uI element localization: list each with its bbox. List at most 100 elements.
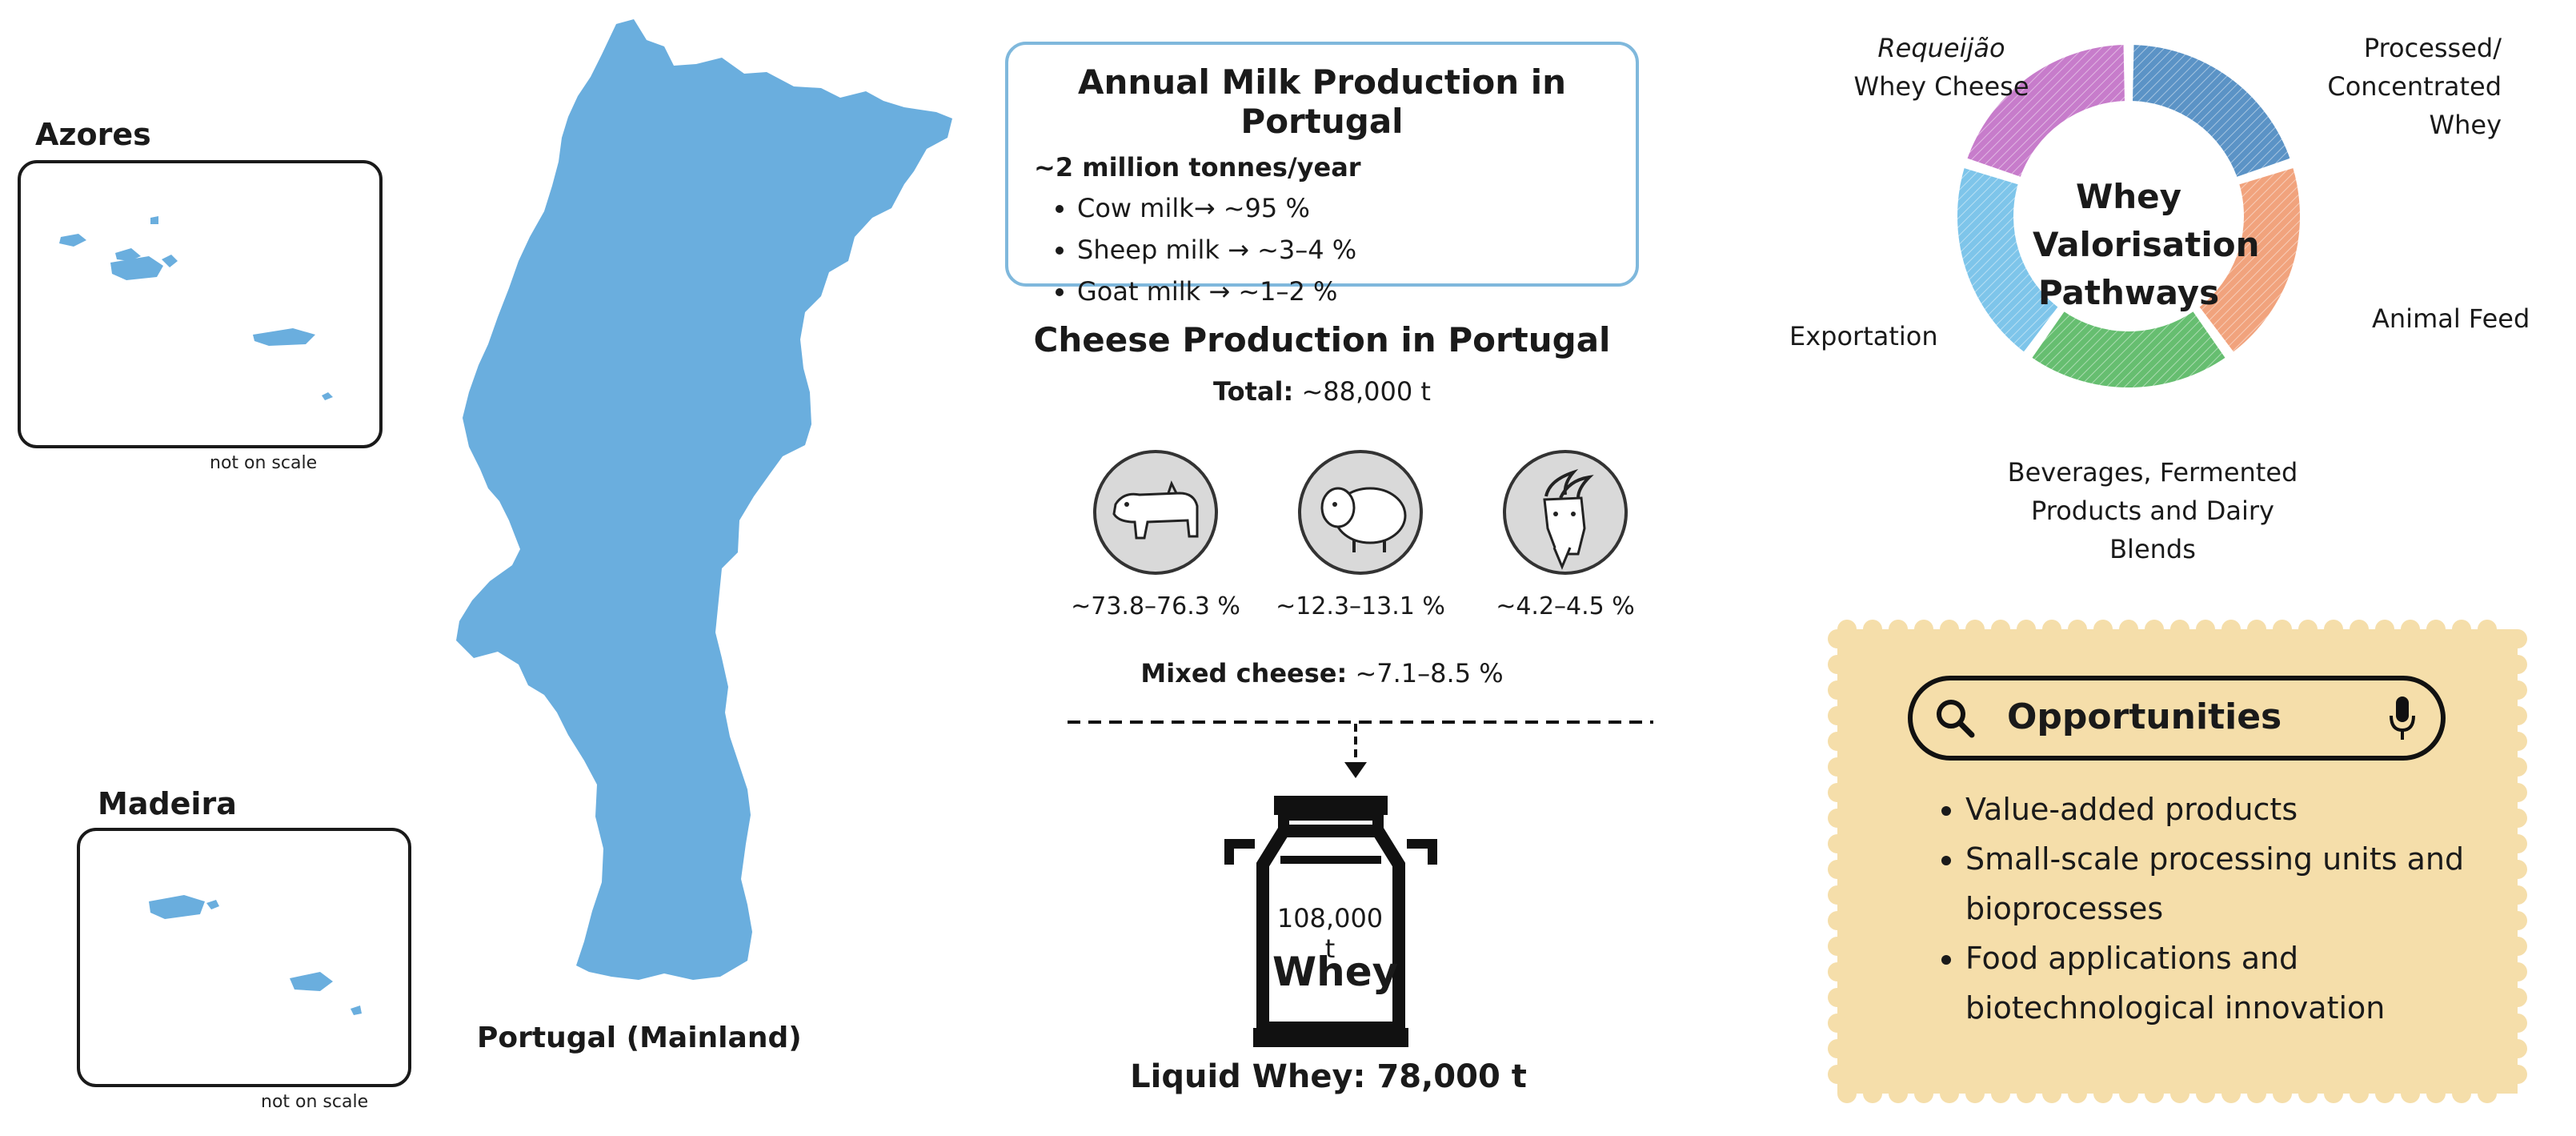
- stamp-perforation: [2508, 937, 2527, 956]
- stamp-perforation: [2119, 1084, 2138, 1103]
- list-item: Sheep milk → ~3–4 %: [1077, 229, 1610, 271]
- stamp-perforation: [2508, 962, 2527, 981]
- stamp-perforation: [1889, 1084, 1908, 1103]
- goat-icon: [1503, 450, 1628, 575]
- microphone-icon[interactable]: [2388, 695, 2417, 743]
- mixed-label: Mixed cheese:: [1140, 658, 1348, 688]
- opportunities-search-bar[interactable]: [1908, 676, 2446, 761]
- stamp-perforation: [1837, 1084, 1857, 1103]
- valorisation-donut: [1954, 42, 2303, 391]
- pathway-label-line: Whey: [2429, 110, 2502, 140]
- stamp-perforation: [2426, 620, 2446, 639]
- center-line: Valorisation: [2033, 225, 2260, 264]
- stamp-perforation: [2221, 1084, 2241, 1103]
- pathway-label-animal-feed: Animal Feed: [2372, 303, 2530, 334]
- stamp-perforation: [2401, 620, 2420, 639]
- cheese-title: Cheese Production in Portugal: [1033, 320, 1611, 359]
- stamp-perforation: [2298, 620, 2318, 639]
- stamp-perforation: [2508, 1065, 2527, 1084]
- stamp-perforation: [2452, 1084, 2471, 1103]
- stamp-perforation: [2508, 655, 2527, 674]
- stamp-perforation: [1828, 1039, 1847, 1058]
- stamp-perforation: [1828, 680, 1847, 700]
- stamp-perforation: [2247, 620, 2266, 639]
- stamp-perforation: [1828, 732, 1847, 751]
- pathway-label-processed: Processed/ Concentrated Whey: [2262, 29, 2502, 144]
- stamp-perforation: [1940, 620, 1959, 639]
- stamp-perforation: [2508, 706, 2527, 725]
- stamp-perforation: [1828, 988, 1847, 1007]
- stamp-perforation: [2508, 757, 2527, 777]
- stamp-perforation: [2350, 620, 2369, 639]
- stamp-perforation: [1889, 620, 1908, 639]
- milk-subtitle: ~2 million tonnes/year: [1034, 152, 1361, 183]
- pathway-label-text: Whey Cheese: [1853, 71, 2029, 102]
- stamp-perforation: [2350, 1084, 2369, 1103]
- stamp-perforation: [1828, 757, 1847, 777]
- stamp-perforation: [2478, 620, 2497, 639]
- stamp-perforation: [2119, 620, 2138, 639]
- stamp-perforation: [2375, 620, 2394, 639]
- cheese-total-value: ~88,000 t: [1293, 376, 1431, 407]
- stamp-perforation: [2426, 1084, 2446, 1103]
- stamp-perforation: [2508, 1039, 2527, 1058]
- portugal-mainland-map: [456, 19, 952, 980]
- stamp-perforation: [2508, 680, 2527, 700]
- segment-hatching: [1956, 166, 2061, 355]
- milk-title: Annual Milk Production in Portugal: [1077, 62, 1567, 141]
- center-line: Pathways: [2037, 273, 2220, 312]
- stamp-perforation: [1965, 1084, 1985, 1103]
- dashed-divider-arrow: [1068, 721, 1653, 778]
- stamp-perforation: [2170, 620, 2189, 639]
- azores-title: Azores: [35, 117, 151, 152]
- stamp-perforation: [2298, 1084, 2318, 1103]
- segment-hatching: [1965, 43, 2127, 179]
- stamp-perforation: [2508, 629, 2527, 648]
- stamp-perforation: [2042, 620, 2061, 639]
- cheese-total-label: Total:: [1213, 376, 1294, 407]
- stamp-perforation: [2508, 834, 2527, 853]
- stamp-perforation: [1828, 706, 1847, 725]
- stamp-perforation: [2478, 1084, 2497, 1103]
- opportunities-title: Opportunities: [2007, 696, 2282, 737]
- search-icon: [1937, 700, 1975, 738]
- stamp-perforation: [2508, 732, 2527, 751]
- cow-icon: [1093, 450, 1218, 575]
- goat-percentage: ~4.2–4.5 %: [1496, 592, 1635, 620]
- pathway-label-line: Products and Dairy Blends: [2031, 496, 2274, 564]
- liquid-whey: Liquid Whey: 78,000 t: [1130, 1058, 1527, 1095]
- stamp-perforation: [1828, 834, 1847, 853]
- stamp-perforation: [2273, 1084, 2292, 1103]
- stamp-perforation: [2093, 1084, 2113, 1103]
- stamp-perforation: [2508, 988, 2527, 1007]
- stamp-perforation: [1828, 1065, 1847, 1084]
- stamp-perforation: [2508, 809, 2527, 828]
- stamp-perforation: [2324, 1084, 2343, 1103]
- madeira-title: Madeira: [98, 786, 237, 821]
- stamp-perforation: [2017, 1084, 2036, 1103]
- azores-inset-map: [18, 160, 383, 448]
- stamp-perforation: [2324, 620, 2343, 639]
- stamp-perforation: [1863, 620, 1882, 639]
- donut-center-label: Whey Valorisation Pathways: [2033, 173, 2260, 317]
- list-item: Goat milk → ~1–2 %: [1077, 271, 1610, 312]
- stamp-perforation: [2017, 620, 2036, 639]
- stamp-perforation: [1914, 1084, 1933, 1103]
- list-item: Small-scale processing units and bioproc…: [1965, 834, 2526, 933]
- stamp-perforation: [1828, 655, 1847, 674]
- stamp-perforation: [1828, 911, 1847, 930]
- stamp-perforation: [2401, 1084, 2420, 1103]
- stamp-perforation: [2508, 885, 2527, 905]
- stamp-perforation: [2375, 1084, 2394, 1103]
- cheese-total: Total: ~88,000 t: [1005, 376, 1639, 407]
- whey-quantity: 108,000 t: [1276, 903, 1384, 964]
- segment-hatching: [2197, 166, 2302, 355]
- azores-scale-note: not on scale: [210, 453, 318, 473]
- pathway-label-line: Concentrated: [2327, 71, 2502, 102]
- milk-can-icon: [1224, 796, 1437, 1047]
- segment-hatching: [2029, 309, 2228, 390]
- pathway-label-italic: Requeijão: [1877, 33, 2005, 63]
- stamp-perforation: [1828, 1014, 1847, 1033]
- stamp-perforation: [2273, 620, 2292, 639]
- stamp-perforation: [2068, 1084, 2087, 1103]
